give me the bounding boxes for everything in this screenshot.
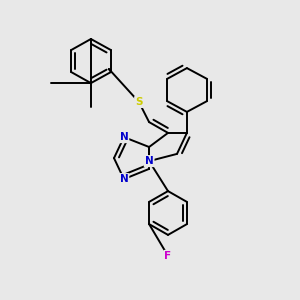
- Text: N: N: [119, 174, 128, 184]
- Text: N: N: [145, 156, 154, 166]
- Text: N: N: [119, 132, 128, 142]
- Text: S: S: [135, 97, 143, 107]
- Text: F: F: [164, 251, 172, 261]
